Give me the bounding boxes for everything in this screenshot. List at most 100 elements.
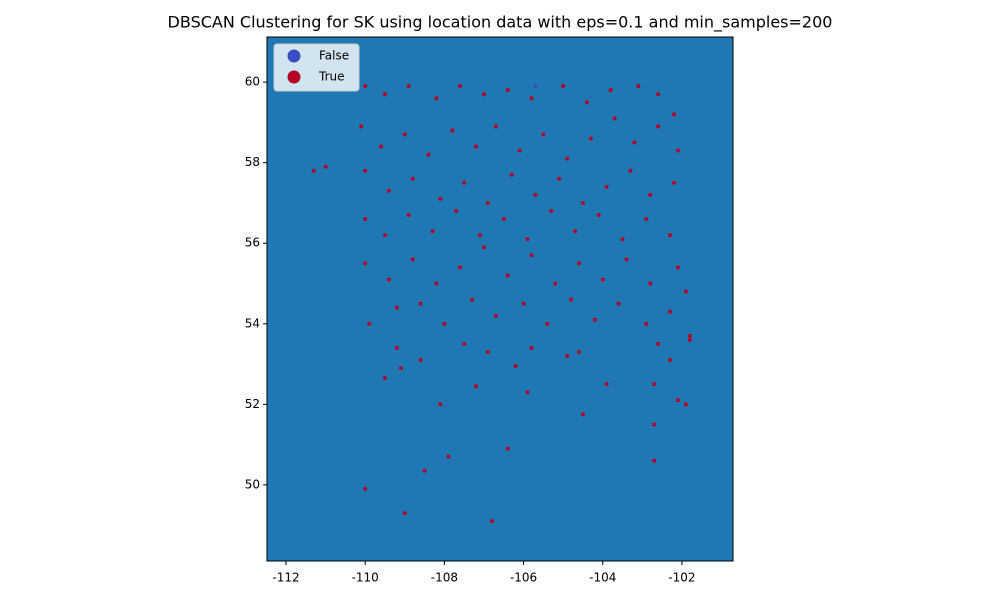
point: [434, 281, 439, 286]
point: [668, 358, 673, 363]
point: [513, 364, 518, 369]
point: [382, 92, 387, 97]
point: [525, 237, 530, 242]
legend-label: True: [318, 70, 345, 84]
point: [446, 454, 451, 459]
point: [648, 281, 653, 286]
axes-frame: [266, 36, 734, 562]
point: [687, 333, 692, 338]
point: [478, 233, 483, 238]
point: [410, 176, 415, 181]
point: [406, 84, 411, 89]
point: [553, 281, 558, 286]
point: [549, 208, 554, 213]
point: [573, 229, 578, 234]
point: [545, 321, 550, 326]
point: [612, 116, 617, 121]
point: [588, 136, 593, 141]
point: [592, 317, 597, 322]
point: [561, 84, 566, 89]
point: [529, 96, 534, 101]
point: [438, 196, 443, 201]
point: [363, 261, 368, 266]
point: [656, 124, 661, 129]
point: [481, 92, 486, 97]
point: [632, 140, 637, 145]
point: [485, 200, 490, 205]
x-tick-label: -110: [352, 571, 379, 585]
point: [687, 337, 692, 342]
point: [470, 297, 475, 302]
point: [493, 124, 498, 129]
point: [644, 321, 649, 326]
point: [394, 345, 399, 350]
point: [474, 384, 479, 389]
y-tick-label: 54: [245, 316, 260, 330]
point: [474, 144, 479, 149]
point: [509, 172, 514, 177]
point: [438, 402, 443, 407]
point: [675, 398, 680, 403]
point: [652, 382, 657, 387]
point: [541, 132, 546, 137]
point: [576, 349, 581, 354]
point: [652, 458, 657, 463]
legend-marker: [287, 49, 301, 63]
point: [462, 180, 467, 185]
y-tick-label: 56: [245, 236, 260, 250]
point: [418, 301, 423, 306]
point: [565, 353, 570, 358]
point: [363, 217, 368, 222]
point: [533, 192, 538, 197]
point: [363, 168, 368, 173]
point: [458, 84, 463, 89]
point: [410, 257, 415, 262]
point: [430, 229, 435, 234]
x-tick-label: -112: [272, 571, 299, 585]
point: [624, 257, 629, 262]
point: [656, 341, 661, 346]
x-tick-label: -102: [668, 571, 695, 585]
y-tick-label: 58: [245, 155, 260, 169]
legend-marker: [287, 70, 301, 84]
point: [481, 245, 486, 250]
point: [454, 208, 459, 213]
point: [418, 358, 423, 363]
point: [363, 84, 368, 89]
point: [311, 168, 316, 173]
point: [604, 184, 609, 189]
point: [668, 309, 673, 314]
point: [450, 128, 455, 133]
point: [406, 213, 411, 218]
plot-area: [267, 37, 733, 561]
point: [608, 88, 613, 93]
point: [656, 92, 661, 97]
point: [584, 100, 589, 105]
point: [485, 349, 490, 354]
point: [458, 265, 463, 270]
point: [668, 233, 673, 238]
point: [529, 345, 534, 350]
legend-label: False: [319, 49, 349, 63]
point: [363, 486, 368, 491]
point: [367, 321, 372, 326]
point: [434, 96, 439, 101]
x-tick-label: -106: [510, 571, 537, 585]
point: [379, 144, 384, 149]
y-tick-label: 60: [245, 75, 260, 89]
point: [402, 132, 407, 137]
point: [604, 382, 609, 387]
point: [462, 341, 467, 346]
point: [565, 156, 570, 161]
x-tick-label: -108: [431, 571, 458, 585]
point: [382, 233, 387, 238]
point: [675, 265, 680, 270]
point: [505, 273, 510, 278]
point: [505, 88, 510, 93]
point: [672, 112, 677, 117]
point: [386, 188, 391, 193]
legend: False True: [273, 43, 360, 92]
point: [426, 152, 431, 157]
point: [616, 301, 621, 306]
point: [596, 213, 601, 218]
